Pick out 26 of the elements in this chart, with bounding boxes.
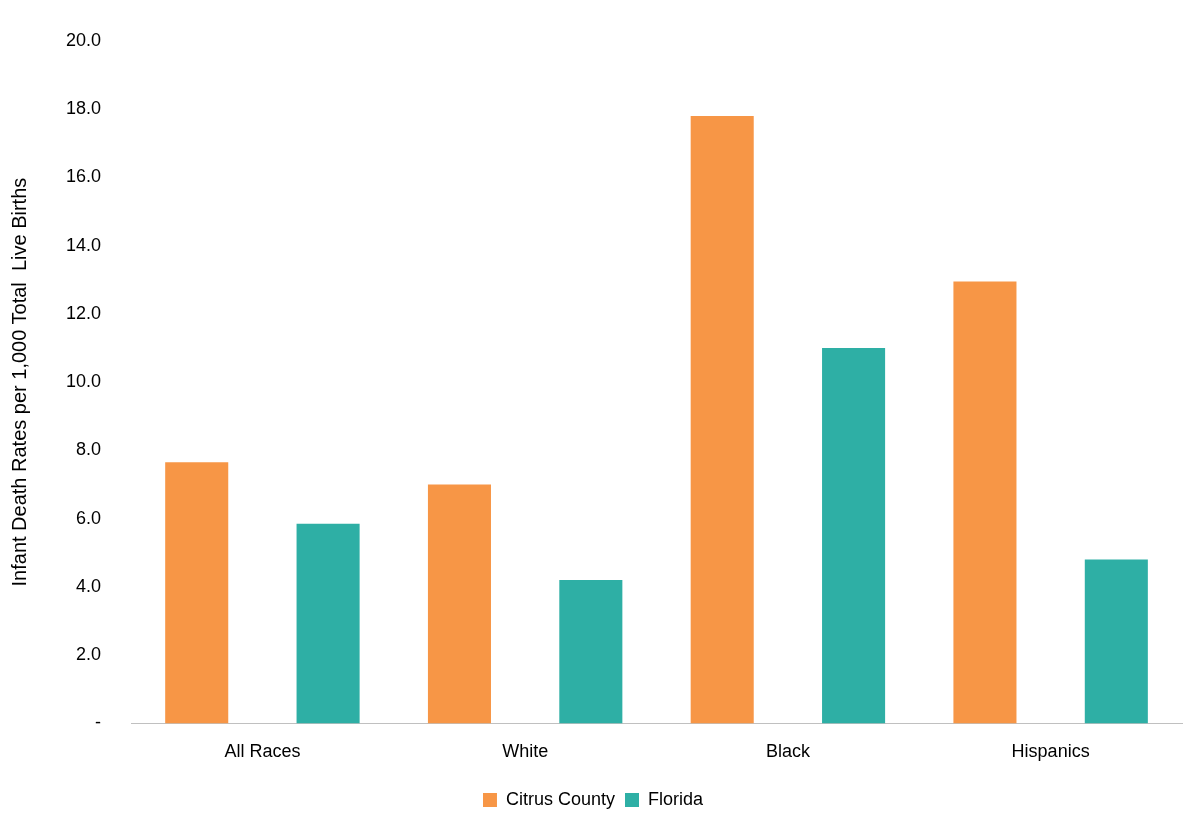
bar xyxy=(822,347,886,724)
y-tick-label: - xyxy=(95,712,102,733)
bar xyxy=(953,281,1017,724)
bar xyxy=(165,462,229,724)
x-tick-label: White xyxy=(502,741,549,762)
y-tick-label: 4.0 xyxy=(76,575,102,596)
legend-label: Citrus County xyxy=(505,788,616,809)
y-tick-label: 12.0 xyxy=(65,302,102,323)
y-tick-label: 14.0 xyxy=(65,234,102,255)
legend-label: Florida xyxy=(648,788,705,809)
y-axis-title: Infant Death Rates per 1,000 Total Live Births xyxy=(7,177,30,587)
y-tick-label: 8.0 xyxy=(76,439,102,460)
y-tick-label: 6.0 xyxy=(76,507,102,528)
y-tick-label: 18.0 xyxy=(65,98,102,119)
bar xyxy=(296,523,360,724)
x-tick-label: All Races xyxy=(224,741,301,762)
x-tick-label: Black xyxy=(765,741,811,762)
bar xyxy=(1084,559,1148,724)
y-tick-label: 2.0 xyxy=(76,644,102,665)
y-tick-label: 20.0 xyxy=(65,29,102,50)
bar xyxy=(427,484,491,724)
x-tick-label: Hispanics xyxy=(1011,741,1090,762)
bar xyxy=(690,115,754,724)
bar xyxy=(559,580,623,724)
y-tick-label: 16.0 xyxy=(65,166,102,187)
y-tick-label: 10.0 xyxy=(65,371,102,392)
